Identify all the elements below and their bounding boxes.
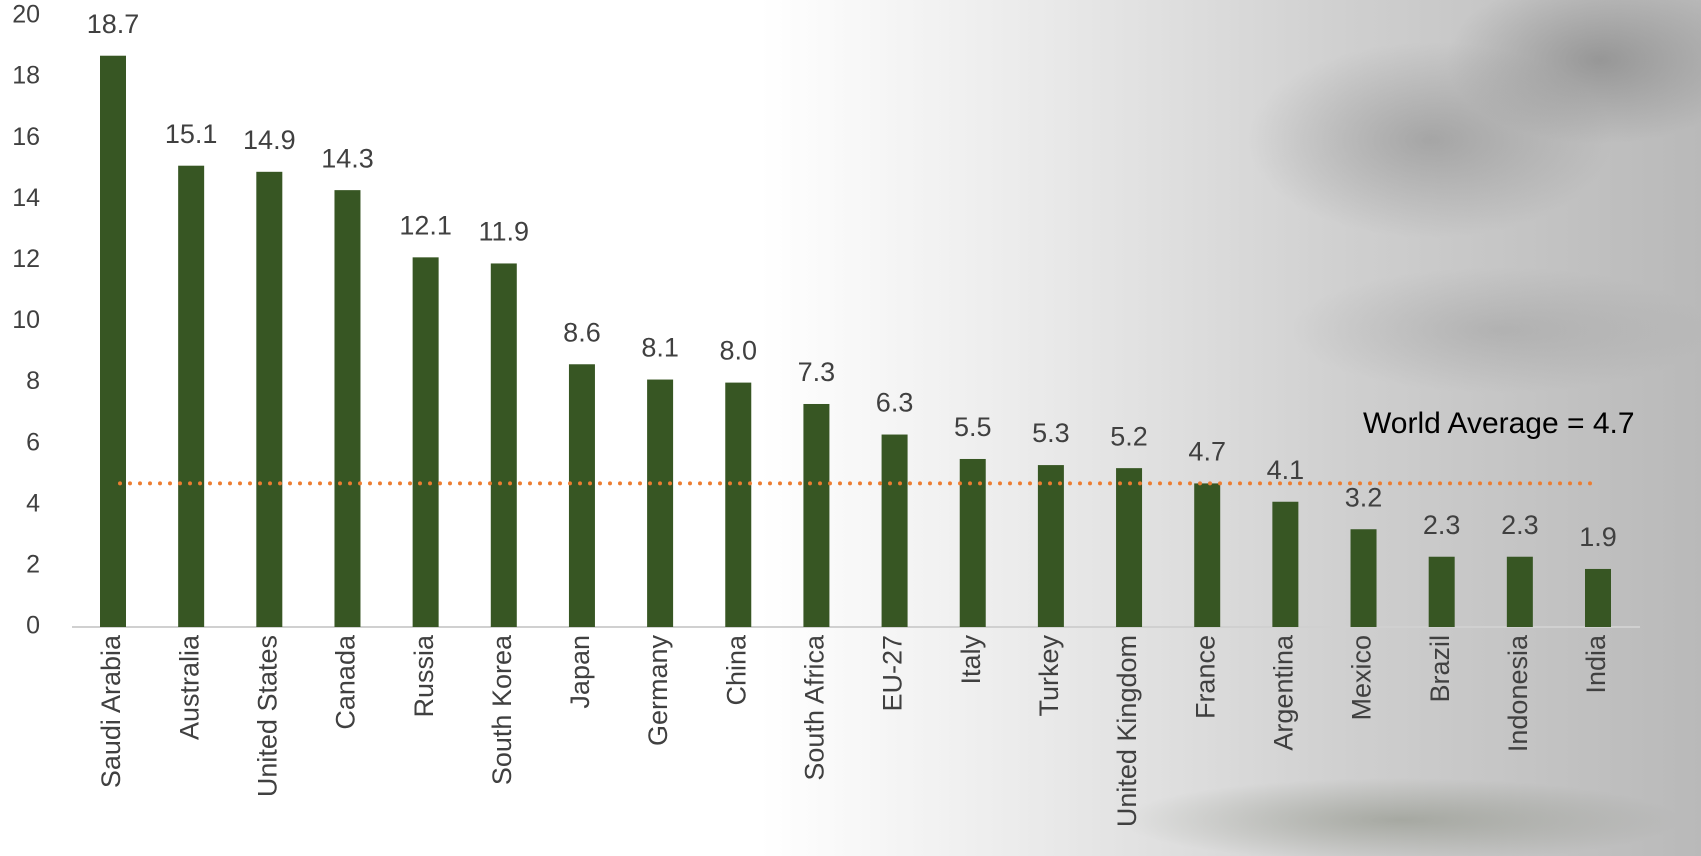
y-tick-label: 18	[12, 62, 40, 90]
x-tick-label: India	[1581, 634, 1611, 694]
bar	[1116, 468, 1142, 627]
value-label: 4.7	[1188, 437, 1226, 467]
value-label: 5.5	[954, 412, 992, 442]
y-tick-label: 12	[12, 245, 40, 273]
x-tick-label: Turkey	[1034, 635, 1064, 717]
x-tick-label: Mexico	[1347, 635, 1377, 721]
value-label: 2.3	[1423, 510, 1461, 540]
value-label: 14.9	[243, 125, 296, 155]
value-label: 1.9	[1579, 522, 1617, 552]
chart: 0 2 4 6 8 10 12 14 16 18 20 18.7 Saudi Arabia 15.1 Aus…	[0, 0, 1701, 856]
x-tick-label: Germany	[643, 635, 673, 747]
value-label: 18.7	[87, 9, 140, 39]
bar	[882, 435, 908, 627]
value-label: 8.1	[641, 333, 679, 363]
y-tick-label: 6	[26, 428, 40, 456]
value-label: 12.1	[399, 210, 452, 240]
bar	[413, 257, 439, 627]
x-tick-label: China	[721, 634, 751, 706]
bar	[1507, 557, 1533, 627]
bar	[725, 383, 751, 627]
x-tick-label: Japan	[565, 635, 595, 709]
value-label: 5.3	[1032, 418, 1070, 448]
x-tick-label: United Kingdom	[1112, 635, 1142, 827]
bar	[100, 56, 126, 627]
value-label: 7.3	[798, 357, 836, 387]
bar	[1272, 502, 1298, 627]
value-label: 14.3	[321, 143, 374, 173]
bar	[647, 380, 673, 627]
x-tick-label: Italy	[956, 635, 986, 685]
x-tick-label: EU-27	[878, 635, 908, 712]
x-tick-label: France	[1190, 635, 1220, 719]
x-tick-label: Argentina	[1268, 634, 1298, 751]
y-tick-label: 2	[26, 551, 40, 579]
y-tick-label: 0	[26, 612, 40, 640]
value-label: 3.2	[1345, 482, 1383, 512]
y-tick-label: 4	[26, 489, 40, 517]
value-label: 5.2	[1110, 421, 1148, 451]
x-tick-label: Brazil	[1425, 635, 1455, 703]
value-label: 15.1	[165, 119, 218, 149]
value-label: 2.3	[1501, 510, 1539, 540]
x-tick-label: Russia	[409, 634, 439, 718]
x-tick-label: South Africa	[800, 634, 830, 781]
y-tick-label: 10	[12, 306, 40, 334]
value-label: 8.0	[719, 336, 757, 366]
bar	[1429, 557, 1455, 627]
bar	[1038, 465, 1064, 627]
bar	[1351, 529, 1377, 627]
bar	[569, 364, 595, 627]
x-tick-label: Saudi Arabia	[96, 634, 126, 788]
value-label: 6.3	[876, 388, 914, 418]
value-label: 11.9	[479, 217, 530, 247]
y-tick-label: 14	[12, 184, 40, 212]
value-label: 4.1	[1267, 455, 1305, 485]
bar	[334, 190, 360, 627]
x-tick-label: Australia	[174, 634, 204, 740]
bar	[256, 172, 282, 627]
bar	[1194, 483, 1220, 627]
reference-label: World Average = 4.7	[1363, 407, 1635, 440]
bar	[803, 404, 829, 627]
bar	[1585, 569, 1611, 627]
x-tick-label: United States	[252, 635, 282, 797]
y-tick-label: 8	[26, 367, 40, 395]
x-tick-label: Canada	[331, 634, 361, 730]
bar	[178, 166, 204, 627]
bar	[491, 263, 517, 627]
x-tick-label: South Korea	[487, 634, 517, 785]
x-tick-label: Indonesia	[1503, 634, 1533, 752]
y-tick-label: 20	[12, 1, 40, 29]
value-label: 8.6	[563, 317, 601, 347]
y-tick-label: 16	[12, 123, 40, 151]
